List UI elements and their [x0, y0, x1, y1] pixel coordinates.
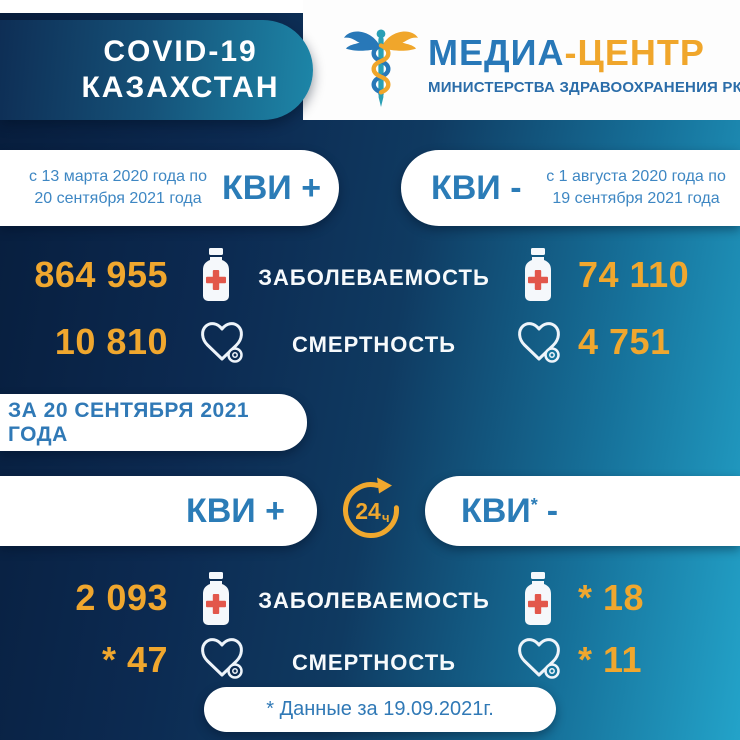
medicine-bottle-icon: [525, 248, 551, 301]
incidence-label: ЗАБОЛЕВАЕМОСТЬ: [258, 265, 490, 290]
media-center-subtitle: МИНИСТЕРСТВА ЗДРАВООХРАНЕНИЯ РК: [428, 79, 740, 96]
24-hours-icon: 24 ч: [343, 477, 399, 539]
covid-banner-line2: КАЗАХСТАН: [81, 71, 280, 104]
mortality-label: СМЕРТНОСТЬ: [291, 332, 456, 357]
daily-pill-kvi-negative: КВИ * -: [425, 476, 740, 546]
media-center-title: МЕДИА-ЦЕНТР: [428, 32, 728, 74]
period-negative-line1: с 1 августа 2020 года по: [546, 168, 726, 186]
heart-stethoscope-icon: [518, 638, 560, 679]
kvi-positive-label: КВИ +: [222, 168, 322, 207]
24-hours-number: 24: [355, 498, 381, 524]
medicine-bottle-icon: [525, 572, 551, 625]
medicine-bottle-icon: [203, 572, 229, 625]
daily-kvi-negative-asterisk: *: [530, 494, 538, 515]
cumulative-mortality-positive: 10 810: [54, 321, 168, 362]
footnote-pill: * Данные за 19.09.2021г.: [204, 687, 556, 732]
period-pill-kvi-negative: КВИ - с 1 августа 2020 года по 19 сентяб…: [401, 150, 740, 226]
daily-mortality-label: СМЕРТНОСТЬ: [291, 650, 456, 675]
media-center-logo: МЕДИА-ЦЕНТР МИНИСТЕРСТВА ЗДРАВООХРАНЕНИЯ…: [428, 32, 740, 96]
period-positive-line1: с 13 марта 2020 года по: [29, 168, 207, 186]
24-hours-unit: ч: [382, 510, 390, 525]
daily-incidence-positive: 2 093: [75, 577, 168, 618]
media-center-title-blue: МЕДИА: [428, 32, 565, 73]
daily-mortality-negative: * 11: [578, 639, 643, 680]
daily-pill-kvi-positive: КВИ +: [0, 476, 317, 546]
cumulative-incidence-positive: 864 955: [34, 254, 168, 295]
period-text-positive: с 13 марта 2020 года по 20 сентября 2021…: [22, 166, 214, 209]
period-pill-kvi-positive: с 13 марта 2020 года по 20 сентября 2021…: [0, 150, 339, 226]
period-negative-line2: 19 сентября 2021 года: [552, 190, 720, 207]
covid-banner: COVID-19 КАЗАХСТАН: [0, 20, 313, 120]
covid-banner-line1: COVID-19: [103, 35, 258, 68]
background-panel: [0, 13, 740, 740]
daily-date-pill: ЗА 20 СЕНТЯБРЯ 2021 ГОДА: [0, 394, 307, 451]
daily-kvi-positive-label: КВИ +: [185, 491, 285, 530]
heart-stethoscope-icon: [201, 322, 243, 363]
caduceus-icon: [343, 29, 419, 107]
period-positive-line2: 20 сентября 2021 года: [34, 190, 202, 207]
daily-incidence-label: ЗАБОЛЕВАЕМОСТЬ: [258, 588, 490, 613]
heart-stethoscope-icon: [201, 638, 243, 679]
heart-stethoscope-icon: [518, 322, 560, 363]
media-center-title-yellow: -ЦЕНТР: [564, 32, 705, 73]
cumulative-incidence-negative: 74 110: [578, 254, 690, 295]
footnote-text: * Данные за 19.09.2021г.: [266, 698, 494, 720]
daily-kvi-negative-sign: -: [546, 491, 559, 530]
period-text-negative: с 1 августа 2020 года по 19 сентября 202…: [534, 166, 739, 209]
daily-date-text: ЗА 20 СЕНТЯБРЯ 2021 ГОДА: [8, 398, 250, 446]
medicine-bottle-icon: [203, 248, 229, 301]
kvi-negative-label: КВИ -: [431, 168, 522, 207]
daily-mortality-positive: * 47: [101, 639, 168, 680]
daily-kvi-negative-label: КВИ: [461, 491, 531, 530]
cumulative-mortality-negative: 4 751: [578, 321, 671, 362]
daily-incidence-negative: * 18: [578, 577, 645, 618]
